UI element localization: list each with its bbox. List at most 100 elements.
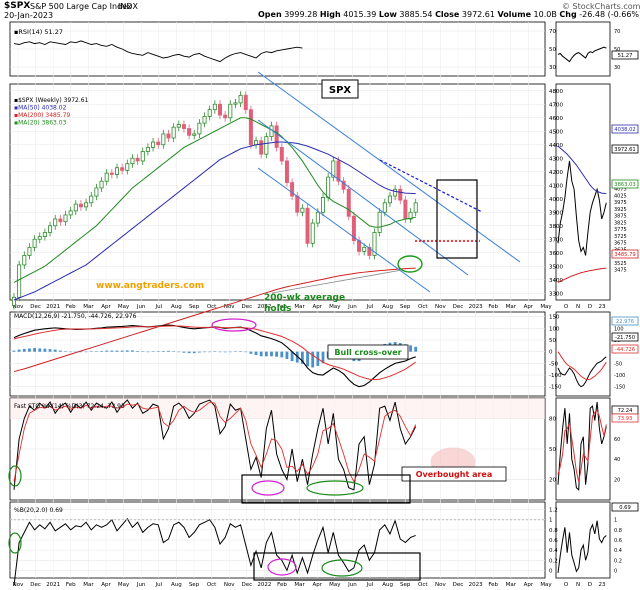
x-tick-label: May [540,304,552,310]
candle-body [248,109,253,146]
candle-body [48,225,53,233]
macd-hist-bar [53,349,57,352]
x-tick-label: 2023 [469,304,483,310]
macd-hist-bar [234,351,237,352]
candle-body [135,157,140,162]
ma200-arrow [271,269,403,294]
price-tick: 4000 [549,197,563,203]
x-tick-label: Oct [418,304,428,310]
candle-body [84,202,89,208]
x-tick-label-bottom: Nov [13,582,24,588]
x-tick-label: Mar [294,304,305,310]
x-tick-label: Aug [382,304,393,310]
side-close-value: 3972.61 [614,147,635,153]
side-x-label: O [564,304,569,310]
side-price-tick: 4025 [614,193,627,199]
macd-hist-bar [167,350,170,352]
side-pctb-tick: 0 [614,568,617,574]
x-tick-label: Mar [506,304,517,310]
side-sto-d-value-bg [611,413,639,423]
candle-body [120,167,125,171]
side-price-tick: 4075 [614,187,627,193]
candle-body [187,128,192,136]
side-sto-tick: 60 [614,437,620,443]
side-pctb-value: 0.69 [619,505,631,511]
side-x-label: N [576,304,580,310]
x-tick-label-bottom: Oct [207,582,217,588]
macd-hist-bar [161,351,165,352]
x-tick-label: May [118,304,130,310]
side-rsi-value-bg [611,50,639,60]
side-rsi-line [557,46,607,63]
volume-label: Volume [497,10,531,19]
candle-body [17,264,22,298]
side-macd-tick: 100 [614,326,624,332]
panel-frame-macd [9,311,546,397]
x-tick-label-bottom: Mar [294,582,305,588]
price-legend-3: ▪MA(20) 3863.03 [14,120,67,127]
stockcharts-credit: © StockCharts.com [562,2,640,11]
candle-body [202,116,207,124]
high-value: 4015.39 [343,10,377,19]
candle-body [104,172,109,182]
pctb-tick: 0.8 [549,528,558,534]
sto-label: Fast STO %K(14) %D(3) 72.24, 73.93 [14,403,125,410]
side-price-tick: 3475 [614,268,627,274]
downtrend-dashed [379,159,483,213]
candle-body [181,124,186,129]
side-macd-signal-value: -44.726 [615,347,635,353]
candle-body [207,109,212,117]
macd-hist-bar [259,351,263,357]
macd-hist-bar [311,351,315,368]
side-sto-d-line [557,409,607,482]
low-label: Low [378,10,397,19]
close-value: 3972.61 [461,10,495,19]
side-macd-signal-value-bg [611,344,639,354]
x-tick-label: Jul [154,304,162,310]
sto-tick: 80 [549,416,556,422]
candle-body [295,195,300,213]
pctb-bottom-box [253,552,421,581]
candle-body [264,136,269,155]
macd-label: MACD(12,26,9) -21.750, -44.726, 22.976 [14,313,137,320]
price-tick: 4500 [549,129,563,135]
candle-body [78,203,83,208]
x-tick-label-bottom: Aug [382,582,393,588]
ma200-note-line2: holds [264,304,291,314]
candle-body [115,167,120,175]
candle-body [63,214,68,223]
candle-body [156,141,161,146]
price-tick: 3400 [549,278,563,284]
candle-body [32,238,37,248]
candle-body [27,246,32,256]
pctb-start-ellipse [8,532,22,554]
candle-body [382,202,387,213]
side-pctb-tick: 0.4 [614,548,622,554]
macd-hist-bar [151,351,155,352]
pctb-green-ellipse [321,559,363,577]
price-tick: 3900 [549,210,563,216]
x-tick-label: Dec [453,304,464,310]
price-tick: 3500 [549,264,563,270]
rsi-tick: 70 [549,29,556,35]
macd-hist-bar [228,351,232,353]
candle-body [161,133,166,146]
side-sto-tick: 20 [614,478,620,484]
candle-body [22,255,27,266]
candle-body [408,211,413,220]
candle-body [331,160,336,178]
side-macd-tick: -50 [614,361,622,367]
x-tick-label: May [329,304,341,310]
price-tick: 4800 [549,89,563,95]
macd-hist-bar [74,351,78,353]
side-sto-k-value: 72.24 [618,408,634,414]
x-tick-label: Jun [347,304,357,310]
macd-tick: -50 [549,361,558,367]
macd-top-ellipse [211,318,257,332]
sto-bottom-box [241,474,411,504]
price-tick: 4700 [549,102,563,108]
low-value: 3885.54 [399,10,433,19]
macd-tick: 50 [549,338,556,344]
macd-hist-bar [110,350,114,352]
macd-hist-bar [295,351,299,363]
